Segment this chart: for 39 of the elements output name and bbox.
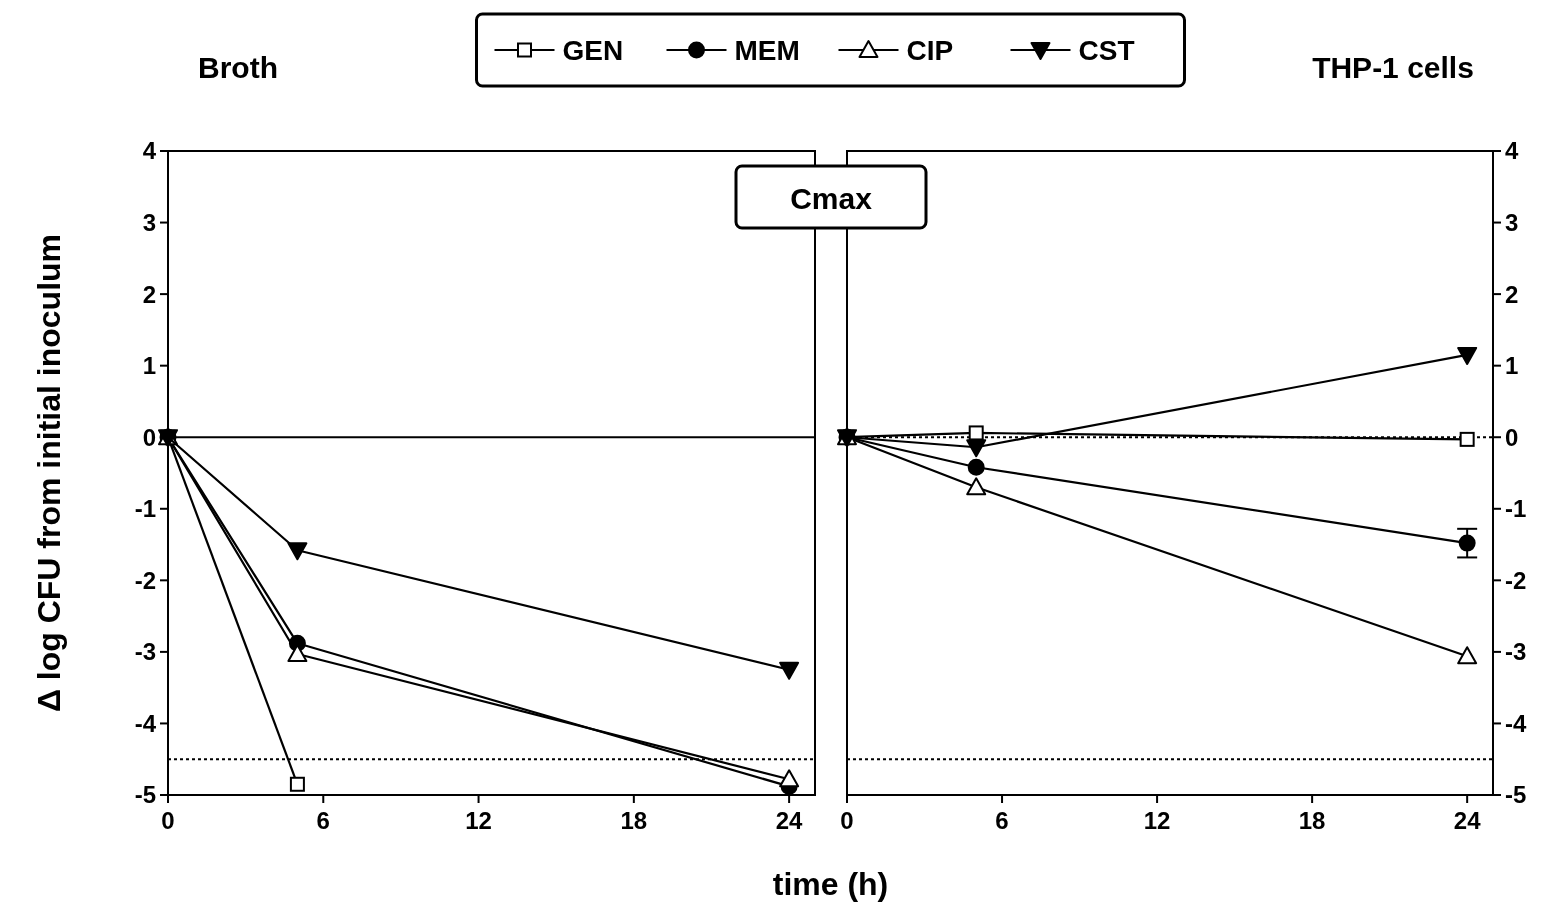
legend-label: CST — [1078, 34, 1135, 66]
y-tick-label: 4 — [142, 137, 157, 165]
y-axis-title: Δ log CFU from initial inoculum — [31, 233, 67, 713]
y-tick-label: 0 — [1505, 423, 1519, 451]
x-tick-label: 24 — [775, 807, 804, 834]
x-tick-label: 0 — [840, 807, 854, 834]
y-tick-label: 2 — [142, 280, 156, 308]
x-tick-label: 12 — [1143, 807, 1171, 834]
x-tick-label: 18 — [1298, 807, 1326, 834]
x-axis-title: time (h) — [772, 866, 889, 902]
y-tick-label: 1 — [1505, 352, 1519, 380]
y-tick-label: -3 — [134, 638, 156, 666]
y-tick-label: 3 — [1505, 208, 1519, 236]
x-tick-label: 6 — [995, 807, 1009, 834]
y-tick-label: -3 — [1505, 638, 1527, 666]
legend-label: MEM — [734, 34, 800, 66]
y-tick-label: -1 — [134, 495, 156, 523]
x-tick-label: 24 — [1453, 807, 1482, 834]
x-tick-label: 18 — [620, 807, 648, 834]
annotation: Cmax — [790, 181, 873, 215]
x-tick-label: 12 — [465, 807, 492, 834]
chart-title: Broth — [198, 51, 278, 84]
y-tick-label: -5 — [1505, 781, 1527, 809]
y-tick-label: 0 — [142, 423, 156, 451]
y-tick-label: 4 — [1505, 137, 1519, 165]
y-tick-label: -2 — [1505, 566, 1527, 594]
y-tick-label: -5 — [134, 781, 156, 809]
y-tick-label: -4 — [1505, 709, 1527, 737]
y-tick-label: 1 — [142, 352, 156, 380]
legend-label: GEN — [562, 34, 624, 66]
y-tick-label: -1 — [1505, 495, 1527, 523]
x-tick-label: 6 — [316, 807, 330, 834]
y-tick-label: 2 — [1505, 280, 1519, 308]
y-tick-label: -4 — [134, 709, 157, 737]
y-tick-label: -2 — [134, 566, 156, 594]
y-tick-label: 3 — [142, 208, 156, 236]
x-tick-label: 0 — [161, 807, 175, 834]
legend-label: CIP — [906, 34, 954, 66]
chart-title: THP-1 cells — [1312, 51, 1474, 84]
